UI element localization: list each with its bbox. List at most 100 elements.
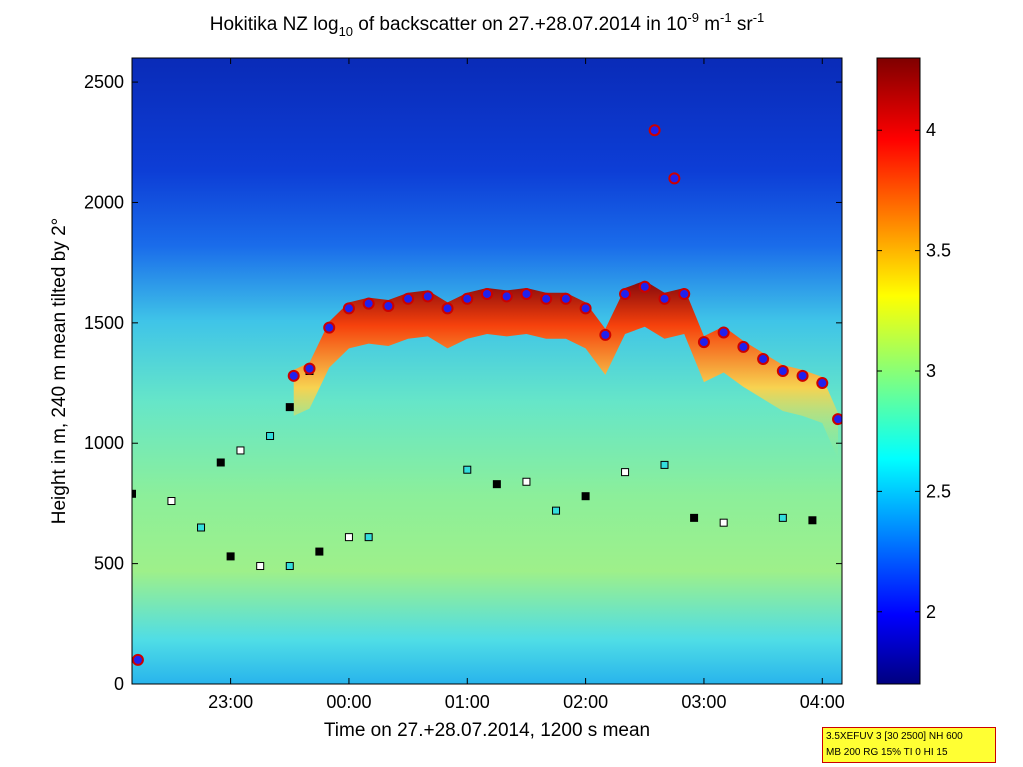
colorbar-ticks: 2 2.5 3 3.5 4 [877, 120, 951, 622]
cloud-base-circle [816, 377, 829, 390]
cloud-base-circle [776, 365, 789, 377]
layer-square [719, 518, 728, 527]
cloud-base-circle [796, 369, 809, 382]
heatmap-cloud-layer [293, 280, 839, 460]
cloud-base-circle [832, 413, 842, 426]
layer-square [236, 446, 245, 455]
cloud-base-circle [737, 340, 750, 353]
x-axis: 23:00 00:00 01:00 02:00 03:00 04:00 [208, 58, 845, 712]
x-tick-label: 02:00 [563, 692, 608, 712]
layer-square [344, 533, 353, 542]
colorbar-tick: 4 [877, 120, 936, 140]
x-tick: 01:00 [445, 58, 490, 712]
plot-area [132, 58, 842, 684]
y-tick: 500 [94, 554, 842, 574]
cloud-base-circle [717, 326, 730, 339]
y-tick: 1000 [84, 433, 842, 453]
layer-square [690, 513, 699, 522]
cloud-base-circle [648, 124, 661, 137]
colorbar-tick: 3.5 [877, 241, 951, 261]
layer-square [808, 516, 817, 525]
layer-square [132, 489, 136, 498]
x-tick: 23:00 [208, 58, 253, 712]
cloud-base-circle [757, 352, 770, 365]
x-tick-label: 01:00 [445, 692, 490, 712]
cloud-base-circle [287, 369, 300, 382]
x-axis-label: Time on 27.+28.07.2014, 1200 s mean [324, 720, 650, 741]
cloud-base-circle [697, 336, 710, 349]
layer-square [266, 432, 275, 441]
layer-square [492, 480, 501, 489]
cloud-base-circle [520, 287, 533, 300]
layer-square [285, 403, 294, 412]
x-tick-label: 03:00 [681, 692, 726, 712]
x-tick: 04:00 [800, 58, 845, 712]
colorbar-tick: 2 [877, 602, 936, 622]
colorbar-tick-label: 2.5 [926, 481, 951, 501]
cloud-base-circle [668, 172, 681, 185]
colorbar-tick: 3 [877, 361, 936, 381]
cloud-base-circle [481, 287, 493, 300]
cloud-base-circle [303, 362, 316, 375]
x-tick: 03:00 [681, 58, 726, 712]
x-tick: 02:00 [563, 58, 608, 712]
colorbar-tick-label: 4 [926, 120, 936, 140]
layer-square [621, 468, 630, 477]
colorbar-tick-label: 3.5 [926, 241, 951, 261]
cloud-base-circle [402, 292, 415, 305]
info-line-2: MB 200 RG 15% TI 0 HI 15 [826, 747, 948, 758]
layer-square [552, 506, 561, 515]
cloud-base-circle [342, 302, 355, 315]
cloud-base-circle [323, 321, 336, 334]
cloud-band [293, 280, 839, 460]
layer-square [581, 492, 590, 501]
x-tick-label: 00:00 [326, 692, 371, 712]
cloud-base-circles [132, 124, 842, 666]
layer-square [315, 547, 324, 556]
colorbar: 2 2.5 3 3.5 4 [876, 57, 951, 685]
layer-square [285, 562, 294, 571]
y-tick-label: 1500 [84, 313, 124, 333]
cloud-base-circle [382, 299, 395, 312]
cloud-base-circle [540, 292, 553, 305]
cloud-base-circle [619, 287, 632, 300]
colorbar-tick-label: 3 [926, 361, 936, 381]
plot-frame [131, 57, 843, 685]
colorbar-tick-label: 2 [926, 602, 936, 622]
cloud-base-circle [638, 280, 651, 293]
y-tick-label: 2500 [84, 72, 124, 92]
layer-square [167, 497, 176, 506]
cloud-base-circle [132, 653, 144, 666]
cloud-base-circle [599, 328, 612, 341]
y-tick: 2500 [84, 72, 842, 92]
cloud-base-circle [421, 290, 434, 303]
cloud-base-circle [461, 292, 474, 305]
y-tick: 2000 [84, 192, 842, 212]
y-tick-label: 0 [114, 674, 124, 694]
layer-square [463, 465, 472, 474]
layer-square [216, 458, 225, 467]
layer-square [778, 513, 787, 522]
aerosol-layer-squares [132, 367, 817, 571]
layer-square [226, 552, 235, 561]
layer-square [256, 562, 265, 571]
y-tick: 1500 [84, 313, 842, 333]
cloud-base-circle [500, 290, 513, 303]
colorbar-tick: 2.5 [877, 481, 951, 501]
colorbar-gradient [876, 57, 921, 685]
cloud-base-circle [678, 287, 691, 300]
x-tick-label: 04:00 [800, 692, 845, 712]
cloud-base-circle [579, 302, 592, 315]
y-axis: 0 500 1000 1500 2000 2500 [84, 72, 842, 694]
y-axis-label: Height in m, 240 m mean tilted by 2° [49, 218, 70, 524]
layer-square [522, 477, 531, 486]
layer-square [660, 460, 669, 469]
info-line-1: 3.5XEFUV 3 [30 2500] NH 600 [826, 731, 963, 742]
cloud-base-circle [658, 292, 671, 305]
cloud-base-circle [559, 292, 572, 305]
chart-title: Hokitika NZ log10 of backscatter on 27.+… [210, 10, 765, 39]
y-tick-label: 2000 [84, 192, 124, 212]
y-tick-label: 500 [94, 554, 124, 574]
x-tick-label: 23:00 [208, 692, 253, 712]
